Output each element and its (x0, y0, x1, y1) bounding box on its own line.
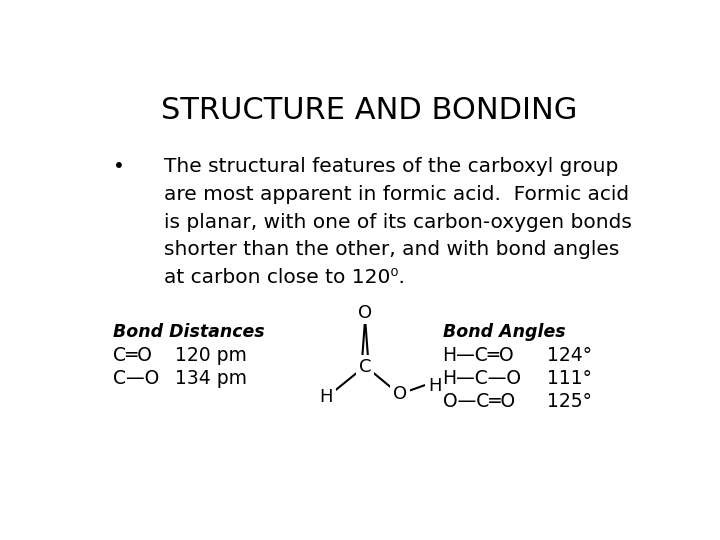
Text: 134 pm: 134 pm (175, 369, 247, 388)
Text: 120 pm: 120 pm (175, 346, 247, 365)
Text: •: • (113, 157, 125, 176)
Text: STRUCTURE AND BONDING: STRUCTURE AND BONDING (161, 96, 577, 125)
Text: H—C═O: H—C═O (443, 346, 514, 365)
Text: O: O (393, 384, 407, 403)
Text: 111°: 111° (547, 369, 592, 388)
Text: H: H (320, 388, 333, 407)
Text: O—C═O: O—C═O (443, 392, 515, 411)
Text: are most apparent in formic acid.  Formic acid: are most apparent in formic acid. Formic… (163, 185, 629, 204)
Text: The structural features of the carboxyl group: The structural features of the carboxyl … (163, 157, 618, 176)
Text: H: H (428, 377, 441, 395)
Text: Bond Angles: Bond Angles (443, 323, 565, 341)
Text: H—C—O: H—C—O (443, 369, 521, 388)
Text: is planar, with one of its carbon-oxygen bonds: is planar, with one of its carbon-oxygen… (163, 213, 631, 232)
Text: C═O: C═O (113, 346, 152, 365)
Text: at carbon close to 120⁰.: at carbon close to 120⁰. (163, 268, 405, 287)
Text: shorter than the other, and with bond angles: shorter than the other, and with bond an… (163, 240, 619, 259)
Text: C: C (359, 357, 372, 376)
Text: Bond Distances: Bond Distances (113, 323, 265, 341)
Text: 124°: 124° (547, 346, 593, 365)
Text: 125°: 125° (547, 392, 592, 411)
Text: O: O (358, 303, 372, 322)
Text: C—O: C—O (113, 369, 160, 388)
